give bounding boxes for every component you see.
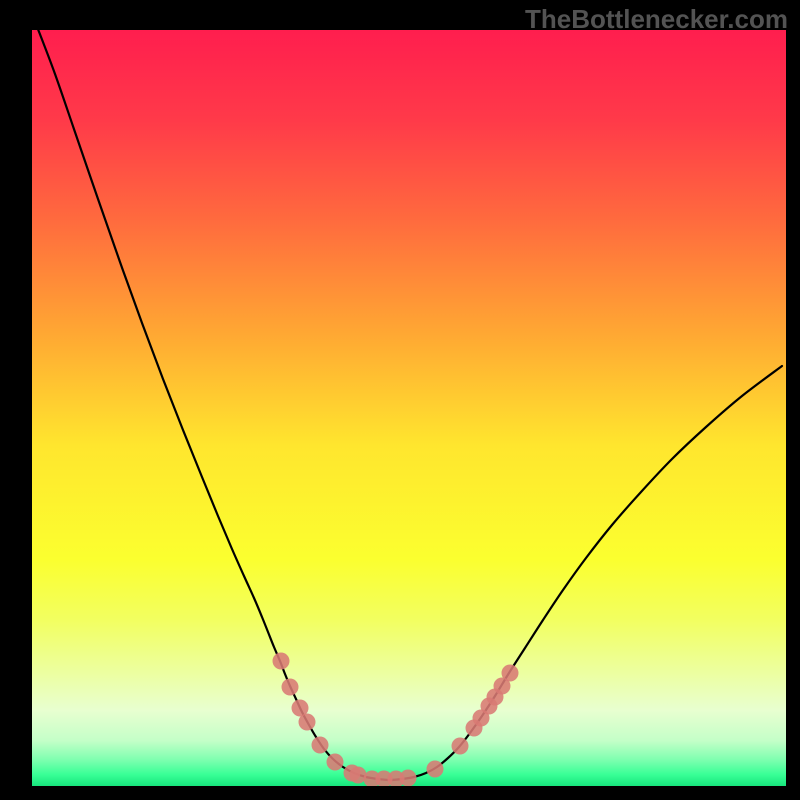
data-marker	[327, 754, 344, 771]
bottleneck-chart	[0, 0, 800, 800]
data-marker	[400, 770, 417, 787]
data-marker	[502, 665, 519, 682]
data-marker	[312, 737, 329, 754]
data-marker	[427, 761, 444, 778]
data-marker	[273, 653, 290, 670]
data-marker	[299, 714, 316, 731]
data-marker	[452, 738, 469, 755]
chart-frame: TheBottlenecker.com	[0, 0, 800, 800]
data-marker	[282, 679, 299, 696]
gradient-background	[32, 30, 786, 786]
